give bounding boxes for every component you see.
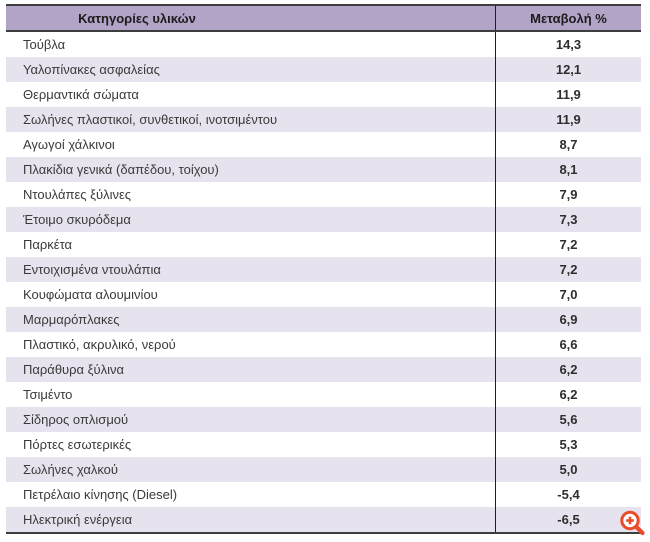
change-percent-cell: 7,9 (495, 182, 641, 207)
table-row: Μαρμαρόπλακες 6,9 (6, 307, 641, 332)
table-row: Ηλεκτρική ενέργεια -6,5 (6, 507, 641, 532)
table-row: Πλαστικό, ακρυλικό, νερού 6,6 (6, 332, 641, 357)
material-category-cell: Παρκέτα (23, 237, 73, 252)
material-category-cell: Παράθυρα ξύλινα (23, 362, 125, 377)
table-row: Σίδηρος οπλισμού 5,6 (6, 407, 641, 432)
change-percent-cell: 5,3 (495, 432, 641, 457)
table-row: Παράθυρα ξύλινα 6,2 (6, 357, 641, 382)
table-row: Ντουλάπες ξύλινες 7,9 (6, 182, 641, 207)
material-category-cell: Σίδηρος οπλισμού (23, 412, 129, 427)
change-percent-cell: -5,4 (495, 482, 641, 507)
change-percent-cell: -6,5 (495, 507, 641, 532)
table-row: Σωλήνες πλαστικοί, συνθετικοί, ινοτσιμέν… (6, 107, 641, 132)
change-percent-cell: 8,7 (495, 132, 641, 157)
table-row: Τούβλα 14,3 (6, 32, 641, 57)
change-percent-cell: 11,9 (495, 107, 641, 132)
material-category-cell: Πόρτες εσωτερικές (23, 437, 132, 452)
material-category-cell: Μαρμαρόπλακες (23, 312, 120, 327)
material-category-cell: Τούβλα (23, 37, 66, 52)
column-header-change: Μεταβολή % (495, 6, 641, 30)
zoom-in-icon (620, 510, 645, 536)
table-row: Κουφώματα αλουμινίου 7,0 (6, 282, 641, 307)
material-category-cell: Αγωγοί χάλκινοι (23, 137, 115, 152)
change-percent-cell: 7,3 (495, 207, 641, 232)
change-percent-cell: 6,2 (495, 357, 641, 382)
column-header-categories: Κατηγορίες υλικών (6, 6, 495, 30)
change-percent-cell: 12,1 (495, 57, 641, 82)
table-row: Αγωγοί χάλκινοι 8,7 (6, 132, 641, 157)
material-category-cell: Τσιμέντο (23, 387, 73, 402)
material-category-cell: Έτοιμο σκυρόδεμα (23, 212, 131, 227)
change-percent-cell: 6,6 (495, 332, 641, 357)
material-category-cell: Πλακίδια γενικά (δαπέδου, τοίχου) (23, 162, 219, 177)
material-category-cell: Εντοιχισμένα ντουλάπια (23, 262, 161, 277)
material-category-cell: Πετρέλαιο κίνησης (Diesel) (23, 487, 178, 502)
change-percent-cell: 8,1 (495, 157, 641, 182)
table-row: Υαλοπίνακες ασφαλείας 12,1 (6, 57, 641, 82)
material-category-cell: Υαλοπίνακες ασφαλείας (23, 62, 160, 77)
column-header-categories-label: Κατηγορίες υλικών (78, 10, 196, 26)
change-percent-cell: 7,2 (495, 232, 641, 257)
table-row: Τσιμέντο 6,2 (6, 382, 641, 407)
change-percent-cell: 7,0 (495, 282, 641, 307)
table-row: Εντοιχισμένα ντουλάπια 7,2 (6, 257, 641, 282)
table-row: Πόρτες εσωτερικές 5,3 (6, 432, 641, 457)
material-category-cell: Κουφώματα αλουμινίου (23, 287, 158, 302)
material-category-cell: Πλαστικό, ακρυλικό, νερού (23, 337, 176, 352)
change-percent-cell: 5,0 (495, 457, 641, 482)
change-percent-cell: 7,2 (495, 257, 641, 282)
change-percent-cell: 14,3 (495, 32, 641, 57)
change-percent-cell: 5,6 (495, 407, 641, 432)
zoom-in-button[interactable] (616, 509, 647, 540)
table-header-row: Κατηγορίες υλικών Μεταβολή % (6, 4, 641, 32)
table-row: Παρκέτα 7,2 (6, 232, 641, 257)
table-row: Θερμαντικά σώματα 11,9 (6, 82, 641, 107)
table-body: Τούβλα 14,3 Υαλοπίνακες ασφαλείας 12,1 Θερμα… (6, 32, 641, 534)
table-row: Σωλήνες χαλκού 5,0 (6, 457, 641, 482)
materials-change-table: Κατηγορίες υλικών Μεταβολή % Τούβλα 14,3 Υ… (6, 4, 641, 534)
material-category-cell: Ντουλάπες ξύλινες (23, 187, 132, 202)
material-category-cell: Σωλήνες χαλκού (23, 462, 119, 477)
material-category-cell: Θερμαντικά σώματα (23, 87, 139, 102)
change-percent-cell: 6,9 (495, 307, 641, 332)
material-category-cell: Σωλήνες πλαστικοί, συνθετικοί, ινοτσιμέν… (23, 112, 278, 127)
table-row: Πλακίδια γενικά (δαπέδου, τοίχου) 8,1 (6, 157, 641, 182)
change-percent-cell: 6,2 (495, 382, 641, 407)
material-category-cell: Ηλεκτρική ενέργεια (23, 512, 133, 527)
table-row: Έτοιμο σκυρόδεμα 7,3 (6, 207, 641, 232)
table-row: Πετρέλαιο κίνησης (Diesel) -5,4 (6, 482, 641, 507)
change-percent-cell: 11,9 (495, 82, 641, 107)
